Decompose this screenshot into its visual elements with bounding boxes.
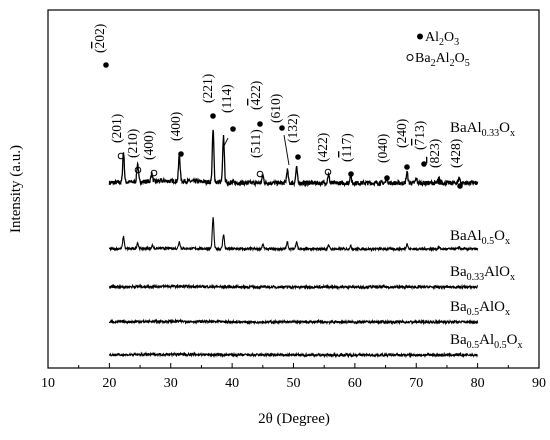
legend-label: Ba2Al2O5 — [415, 51, 470, 69]
open-circle-marker — [324, 168, 332, 176]
open-circle-marker — [134, 166, 142, 174]
peak-label: (202) — [92, 24, 107, 53]
peak-label: (713) — [412, 121, 427, 150]
filled-circle-marker — [210, 113, 216, 119]
y-axis-title: Intensity (a.u.) — [8, 145, 24, 233]
peak-label: (221) — [200, 74, 215, 103]
filled-circle-marker — [348, 171, 354, 177]
peak-label: (040) — [375, 134, 390, 163]
filled-circle-marker — [404, 164, 410, 170]
peak-label: (400) — [168, 112, 183, 141]
peak-annotation: (823) — [427, 139, 443, 185]
legend-filled-marker — [417, 33, 423, 40]
x-tick-label: 10 — [41, 376, 55, 391]
peak-label: (400) — [141, 131, 156, 160]
x-tick-label: 20 — [102, 376, 116, 391]
series-label: BaAl0.5Ox — [450, 228, 510, 247]
series-labels: BaAl0.33Ox BaAl0.5Ox Ba0.33AlOx Ba0.5AlOx Ba… — [450, 120, 523, 351]
legend-label: Al2O3 — [425, 30, 459, 48]
peak-label: (201) — [109, 114, 124, 143]
x-tick-label: 80 — [471, 376, 485, 391]
leader-line — [283, 134, 290, 166]
filled-circle-marker — [384, 175, 390, 181]
series-label: BaAl0.33Ox — [450, 120, 515, 139]
leader-line — [223, 137, 229, 147]
peak-label: (511) — [248, 129, 263, 158]
filled-circle-marker — [178, 151, 184, 157]
peak-label: (422) — [248, 81, 263, 110]
legend: Al2O3 Ba2Al2O5 — [406, 30, 470, 69]
peak-annotation: (400) — [141, 131, 158, 177]
peak-annotation: (422) — [248, 81, 263, 127]
xrd-series-line — [108, 217, 479, 253]
xrd-series-line — [108, 283, 479, 291]
peak-annotation: (202) — [92, 24, 109, 68]
peak-label: (823) — [427, 139, 442, 168]
peak-annotation: (210) — [125, 129, 142, 174]
x-tick-label: 90 — [532, 376, 546, 391]
x-tick-label: 30 — [164, 376, 178, 391]
peak-annotations: (202)(201)(210) (400)(400)(221) (114)(511)… — [92, 24, 463, 189]
peak-label: (114) — [219, 84, 234, 113]
peak-annotation: (428) — [448, 139, 463, 189]
series-label: Ba0.5AlOx — [450, 299, 510, 318]
series-label: Ba0.5Al0.5Ox — [450, 332, 523, 351]
filled-circle-marker — [103, 62, 109, 68]
peak-annotation: (610) — [268, 94, 290, 166]
peak-label: (240) — [394, 119, 409, 148]
filled-circle-marker — [230, 126, 236, 132]
peak-annotation: (114) — [219, 84, 236, 147]
xrd-series-line — [108, 351, 478, 359]
series-group — [108, 129, 479, 359]
open-circle-marker — [256, 170, 264, 178]
filled-circle-marker — [257, 121, 263, 127]
peak-annotation: (040) — [375, 134, 390, 181]
peak-label: (610) — [268, 94, 283, 123]
peak-annotation: (422) — [315, 133, 332, 176]
peak-label: (117) — [339, 133, 354, 162]
filled-circle-marker — [295, 154, 301, 160]
x-tick-label: 70 — [409, 376, 423, 391]
peak-label: (428) — [448, 139, 463, 168]
legend-entry: Al2O3 — [417, 30, 459, 48]
peak-annotation: (201) — [109, 114, 125, 160]
x-ticks: 10 20 30 40 50 60 70 80 90 — [41, 363, 546, 391]
x-tick-label: 50 — [287, 376, 301, 391]
peak-annotation: (221) — [200, 74, 216, 119]
open-circle-marker — [117, 152, 125, 160]
series-label: Ba0.33AlOx — [450, 264, 515, 283]
xrd-series-line — [108, 318, 479, 326]
legend-entry: Ba2Al2O5 — [406, 51, 470, 69]
peak-label: (422) — [315, 133, 330, 162]
peak-annotation: (511) — [248, 129, 264, 178]
peak-annotation: (400) — [168, 112, 184, 157]
peak-label: (132) — [285, 114, 300, 143]
peak-annotation: (117) — [339, 133, 354, 177]
peak-label: (210) — [125, 129, 140, 158]
filled-circle-marker — [457, 183, 463, 189]
peak-annotation: (240) — [394, 119, 410, 170]
x-axis-title: 2θ (Degree) — [258, 411, 330, 427]
open-circle-marker — [150, 169, 158, 177]
peak-annotation: (132) — [285, 114, 301, 160]
filled-circle-marker — [437, 179, 443, 185]
xrd-series-line — [108, 129, 479, 188]
x-tick-label: 60 — [348, 376, 362, 391]
x-tick-label: 40 — [225, 376, 239, 391]
peak-annotation: (713) — [412, 121, 427, 167]
filled-circle-marker — [279, 125, 285, 131]
filled-circle-marker — [421, 161, 427, 167]
legend-open-marker — [406, 54, 414, 61]
